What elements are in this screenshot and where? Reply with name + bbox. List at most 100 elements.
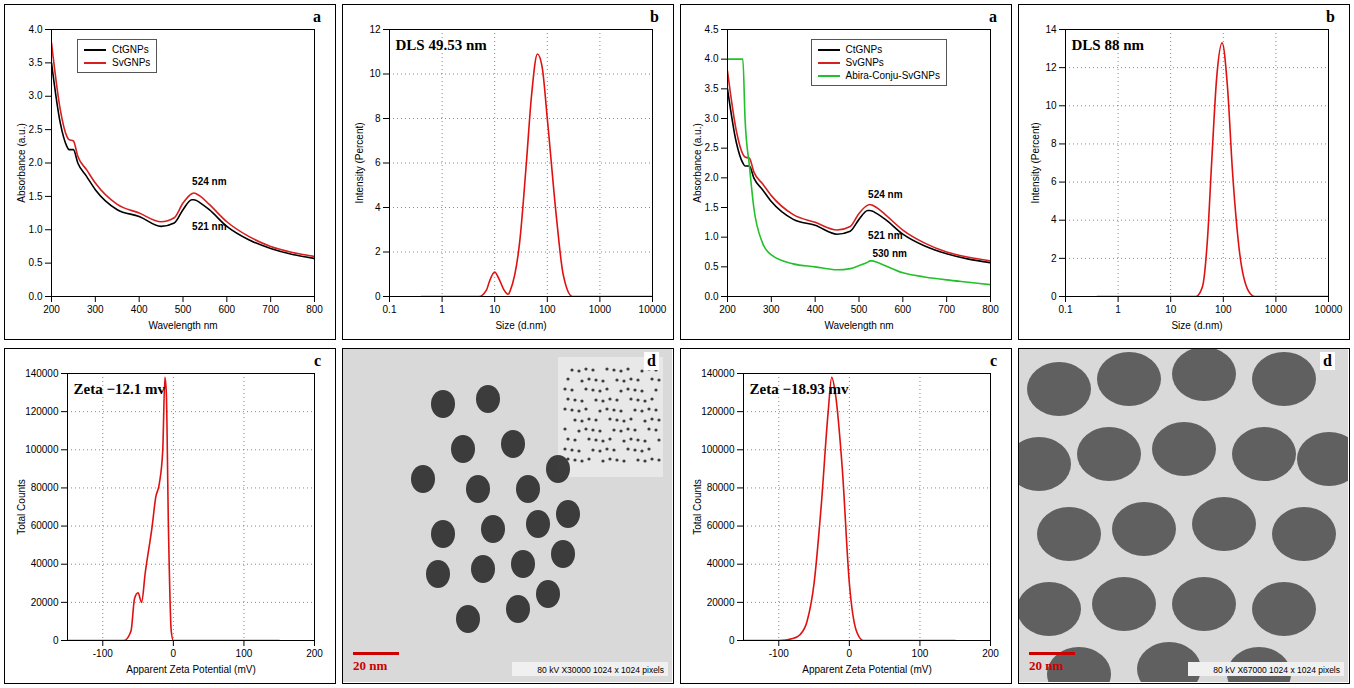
svg-text:0: 0	[171, 648, 177, 659]
svg-text:1000: 1000	[589, 304, 612, 315]
svg-text:10000: 10000	[1315, 304, 1343, 315]
svg-text:Intensity (Percent): Intensity (Percent)	[1030, 122, 1041, 203]
svg-text:20 nm: 20 nm	[1029, 658, 1063, 673]
svg-text:100: 100	[1215, 304, 1232, 315]
svg-text:Size (d.nm): Size (d.nm)	[495, 320, 546, 331]
svg-text:140000: 140000	[701, 368, 735, 379]
svg-text:-100: -100	[769, 648, 789, 659]
svg-text:8: 8	[1051, 138, 1057, 149]
svg-text:0: 0	[847, 648, 853, 659]
svg-text:Size (d.nm): Size (d.nm)	[1171, 320, 1222, 331]
svg-text:300: 300	[763, 304, 780, 315]
svg-text:Intensity (Percent): Intensity (Percent)	[354, 122, 365, 203]
svg-text:0.1: 0.1	[1059, 304, 1073, 315]
svg-text:Wavelength nm: Wavelength nm	[824, 320, 893, 331]
svg-text:6: 6	[375, 157, 381, 168]
svg-text:Total Counts: Total Counts	[16, 479, 27, 535]
svg-text:DLS 49.53 nm: DLS 49.53 nm	[396, 37, 488, 53]
svg-text:8: 8	[375, 113, 381, 124]
svg-text:40000: 40000	[707, 558, 735, 569]
svg-text:Absorbance (a.u.): Absorbance (a.u.)	[16, 123, 27, 203]
svg-text:0.1: 0.1	[383, 304, 397, 315]
svg-text:1: 1	[1115, 304, 1121, 315]
svg-text:Wavelength nm: Wavelength nm	[148, 320, 217, 331]
svg-text:3.0: 3.0	[705, 113, 719, 124]
svg-text:Apparent Zeta Potential (mV): Apparent Zeta Potential (mV)	[802, 664, 932, 675]
svg-text:4.0: 4.0	[705, 53, 719, 64]
svg-text:10: 10	[1165, 304, 1177, 315]
svg-text:60000: 60000	[31, 520, 59, 531]
svg-text:521 nm: 521 nm	[868, 230, 903, 241]
svg-text:200: 200	[43, 304, 60, 315]
svg-text:1.0: 1.0	[705, 231, 719, 242]
svg-text:1: 1	[439, 304, 445, 315]
svg-text:600: 600	[894, 304, 911, 315]
svg-text:530 nm: 530 nm	[872, 248, 907, 259]
svg-text:10000: 10000	[639, 304, 667, 315]
svg-text:120000: 120000	[701, 406, 735, 417]
svg-text:500: 500	[175, 304, 192, 315]
svg-text:100: 100	[236, 648, 253, 659]
svg-text:0.0: 0.0	[705, 291, 719, 302]
svg-text:0: 0	[375, 291, 381, 302]
svg-text:10: 10	[1045, 100, 1057, 111]
svg-text:80 kV X67000 1024 x 1024 pix: 80 kV X67000 1024 x 1024 pixels	[1213, 665, 1340, 675]
svg-text:3.5: 3.5	[705, 83, 719, 94]
svg-text:524 nm: 524 nm	[868, 189, 903, 200]
svg-text:3.0: 3.0	[29, 90, 43, 101]
svg-text:14: 14	[1045, 24, 1057, 35]
svg-text:4.5: 4.5	[705, 24, 719, 35]
svg-text:1.5: 1.5	[29, 191, 43, 202]
svg-text:500: 500	[851, 304, 868, 315]
svg-text:100000: 100000	[25, 444, 59, 455]
svg-text:700: 700	[938, 304, 955, 315]
svg-text:2: 2	[375, 246, 381, 257]
svg-text:4.0: 4.0	[29, 24, 43, 35]
svg-text:2.0: 2.0	[705, 172, 719, 183]
svg-text:0: 0	[53, 635, 59, 646]
svg-text:0.0: 0.0	[29, 291, 43, 302]
svg-text:12: 12	[1045, 62, 1057, 73]
svg-text:1000: 1000	[1265, 304, 1288, 315]
svg-text:200: 200	[306, 648, 323, 659]
svg-text:100000: 100000	[701, 444, 735, 455]
svg-text:600: 600	[218, 304, 235, 315]
svg-text:Total Counts: Total Counts	[692, 479, 703, 535]
svg-text:Zeta −12.1 mv: Zeta −12.1 mv	[74, 381, 166, 397]
svg-text:0.5: 0.5	[705, 261, 719, 272]
svg-text:2.5: 2.5	[705, 142, 719, 153]
svg-text:Absorbance (a.u.): Absorbance (a.u.)	[692, 123, 703, 203]
svg-text:521 nm: 521 nm	[192, 221, 227, 232]
svg-text:400: 400	[807, 304, 824, 315]
svg-text:800: 800	[982, 304, 999, 315]
svg-text:12: 12	[369, 24, 381, 35]
svg-text:200: 200	[982, 648, 999, 659]
svg-text:100: 100	[539, 304, 556, 315]
svg-text:0: 0	[1051, 291, 1057, 302]
svg-text:1.0: 1.0	[29, 224, 43, 235]
svg-text:10: 10	[489, 304, 501, 315]
svg-text:800: 800	[306, 304, 323, 315]
svg-text:400: 400	[131, 304, 148, 315]
svg-text:60000: 60000	[707, 520, 735, 531]
svg-text:200: 200	[719, 304, 736, 315]
svg-text:700: 700	[262, 304, 279, 315]
svg-text:2.0: 2.0	[29, 157, 43, 168]
svg-text:Apparent Zeta Potential (mV): Apparent Zeta Potential (mV)	[126, 664, 256, 675]
svg-text:80 kV X30000 1024 x 1024 pix: 80 kV X30000 1024 x 1024 pixels	[537, 665, 664, 675]
svg-text:4: 4	[375, 202, 381, 213]
svg-text:-100: -100	[93, 648, 113, 659]
svg-text:0: 0	[729, 635, 735, 646]
svg-text:120000: 120000	[25, 406, 59, 417]
svg-text:3.5: 3.5	[29, 57, 43, 68]
svg-text:300: 300	[87, 304, 104, 315]
svg-text:80000: 80000	[31, 482, 59, 493]
svg-text:140000: 140000	[25, 368, 59, 379]
svg-text:4: 4	[1051, 214, 1057, 225]
svg-text:20000: 20000	[31, 597, 59, 608]
svg-text:2.5: 2.5	[29, 124, 43, 135]
svg-text:20 nm: 20 nm	[353, 658, 387, 673]
svg-text:524 nm: 524 nm	[192, 176, 227, 187]
svg-text:0.5: 0.5	[29, 257, 43, 268]
svg-text:6: 6	[1051, 176, 1057, 187]
